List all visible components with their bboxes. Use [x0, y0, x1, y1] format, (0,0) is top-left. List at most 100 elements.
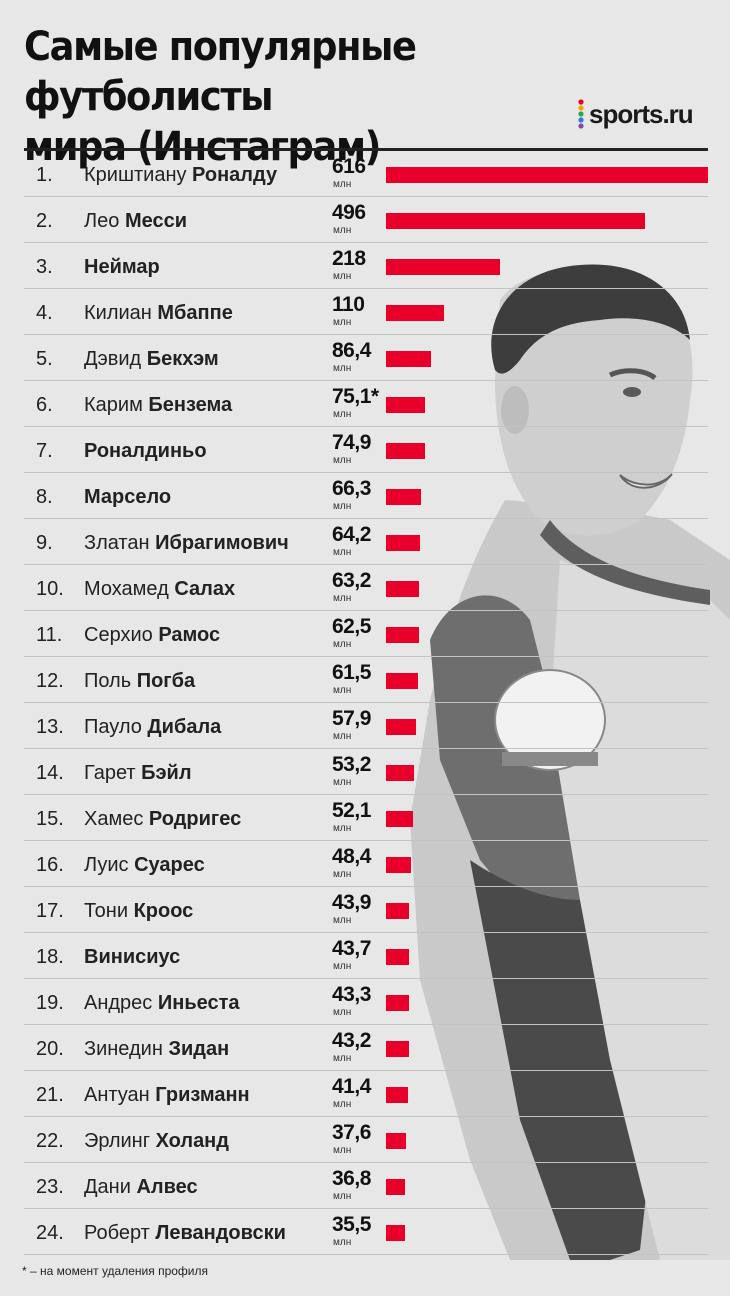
chart-row: 18. Винисиус 43,7 млн [24, 933, 708, 979]
player-last-name: Неймар [84, 256, 160, 278]
value-label: 43,9 [332, 891, 371, 914]
player-name: Луис Суарес [84, 853, 205, 877]
value-label: 43,2 [332, 1029, 371, 1052]
rank-label: 14. [36, 762, 64, 784]
chart-row: 24. Роберт Левандовски 35,5 млн [24, 1209, 708, 1255]
chart-row: 3. Неймар 218 млн [24, 243, 708, 289]
unit-label: млн [333, 777, 352, 788]
player-first-name: Роберт [84, 1222, 156, 1244]
rank-label: 21. [36, 1084, 64, 1106]
value-label: 36,8 [332, 1167, 371, 1190]
chart-title: Самые популярные футболисты мира (Инстаг… [24, 22, 539, 172]
player-first-name: Эрлинг [84, 1130, 156, 1152]
bar [386, 903, 409, 919]
player-last-name: Холанд [155, 1130, 229, 1152]
chart-row: 22. Эрлинг Холанд 37,6 млн [24, 1117, 708, 1163]
rank-label: 20. [36, 1038, 64, 1060]
player-name: Винисиус [84, 945, 180, 969]
chart-row: 5. Дэвид Бекхэм 86,4 млн [24, 335, 708, 381]
value-label: 53,2 [332, 753, 371, 776]
bar [386, 1087, 408, 1103]
unit-label: млн [333, 731, 352, 742]
player-name: Серхио Рамос [84, 623, 220, 647]
rank-label: 24. [36, 1222, 64, 1244]
unit-label: млн [333, 409, 352, 420]
rank-label: 2. [36, 210, 53, 232]
bar [386, 1133, 406, 1149]
header-divider [24, 148, 708, 151]
rank-label: 9. [36, 532, 53, 554]
player-last-name: Бекхэм [146, 348, 219, 370]
chart-row: 1. Криштиану Роналду 616 млн [24, 151, 708, 197]
unit-label: млн [333, 593, 352, 604]
rank-label: 10. [36, 578, 64, 600]
value-label: 86,4 [332, 339, 371, 362]
player-name: Златан Ибрагимович [84, 531, 289, 555]
player-first-name: Поль [84, 670, 137, 692]
player-name: Лео Месси [84, 209, 187, 233]
player-first-name: Килиан [84, 302, 158, 324]
value-label: 48,4 [332, 845, 371, 868]
sports-ru-logo[interactable]: sports.ru [576, 98, 716, 130]
rank-label: 13. [36, 716, 64, 738]
rank-label: 6. [36, 394, 53, 416]
value-label: 496 [332, 201, 366, 224]
chart-row: 21. Антуан Гризманн 41,4 млн [24, 1071, 708, 1117]
player-last-name: Бэйл [141, 762, 192, 784]
bar [386, 765, 414, 781]
player-last-name: Алвес [136, 1176, 198, 1198]
value-label: 74,9 [332, 431, 371, 454]
bar [386, 305, 444, 321]
player-first-name: Луис [84, 854, 135, 876]
bar [386, 627, 419, 643]
player-last-name: Рамос [158, 624, 221, 646]
player-first-name: Дани [84, 1176, 137, 1198]
player-last-name: Гризманн [155, 1084, 250, 1106]
value-label: 62,5 [332, 615, 371, 638]
unit-label: млн [333, 1145, 352, 1156]
rank-label: 5. [36, 348, 53, 370]
value-label: 37,6 [332, 1121, 371, 1144]
value-label: 61,5 [332, 661, 371, 684]
player-last-name: Винисиус [84, 946, 181, 968]
value-label: 75,1* [332, 385, 379, 408]
title-line-1: Самые популярные футболисты [24, 24, 417, 120]
player-photo [410, 264, 730, 1260]
unit-label: млн [333, 1191, 352, 1202]
value-label: 63,2 [332, 569, 371, 592]
rank-label: 17. [36, 900, 64, 922]
player-name: Хамес Родригес [84, 807, 241, 831]
unit-label: млн [333, 271, 352, 282]
player-first-name: Андрес [84, 992, 158, 1014]
brand-dot [578, 111, 584, 117]
player-first-name: Карим [84, 394, 149, 416]
player-name: Дэвид Бекхэм [84, 347, 219, 371]
player-name: Антуан Гризманн [84, 1083, 250, 1107]
bar [386, 259, 500, 275]
unit-label: млн [333, 961, 352, 972]
player-first-name: Хамес [84, 808, 149, 830]
player-name: Криштиану Роналду [84, 163, 277, 187]
player-last-name: Роналдиньо [84, 440, 207, 462]
player-name: Карим Бензема [84, 393, 232, 417]
player-first-name: Дэвид [84, 348, 147, 370]
rank-label: 23. [36, 1176, 64, 1198]
chart-row: 11. Серхио Рамос 62,5 млн [24, 611, 708, 657]
player-last-name: Месси [124, 210, 187, 232]
rank-label: 12. [36, 670, 64, 692]
value-label: 64,2 [332, 523, 371, 546]
bar [386, 673, 419, 689]
chart-row: 16. Луис Суарес 48,4 млн [24, 841, 708, 887]
unit-label: млн [333, 639, 352, 650]
unit-label: млн [333, 823, 352, 834]
bar [386, 443, 426, 459]
player-last-name: Дибала [147, 716, 222, 738]
unit-label: млн [333, 225, 352, 236]
rank-label: 15. [36, 808, 64, 830]
value-label: 616 [332, 155, 366, 178]
player-first-name: Златан [84, 532, 156, 554]
player-last-name: Родригес [148, 808, 242, 830]
value-label: 218 [332, 247, 366, 270]
rank-label: 3. [36, 256, 53, 278]
rank-label: 7. [36, 440, 53, 462]
